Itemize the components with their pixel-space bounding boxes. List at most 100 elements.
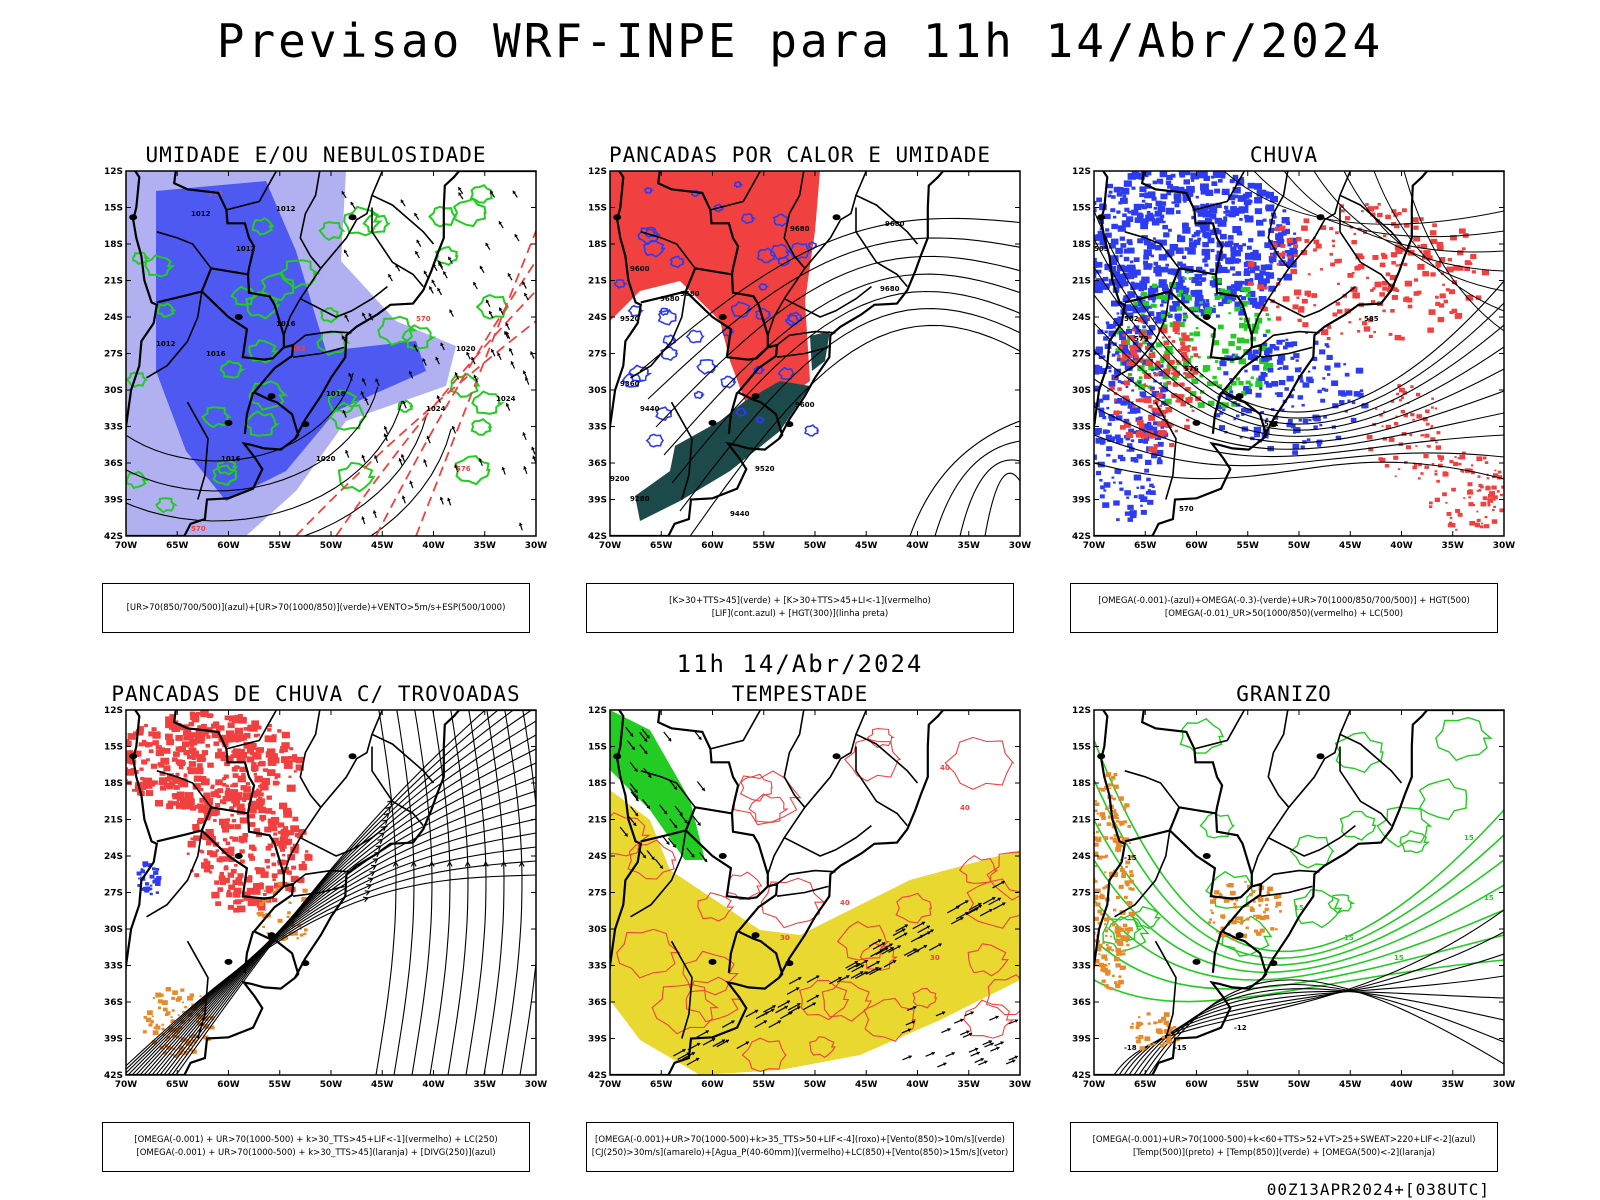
- field-cell: [1231, 200, 1235, 204]
- wind-vector-head: [903, 932, 908, 937]
- legend-line: [CJ(250)>30m/s](amarelo)+[Agua_P(40-60mm…: [591, 1148, 1009, 1158]
- field-cell: [1103, 923, 1107, 926]
- field-cell: [1136, 431, 1144, 438]
- field-cell: [1164, 284, 1168, 287]
- field-cell: [153, 1026, 157, 1029]
- field-cell: [1250, 908, 1255, 912]
- field-cell: [1357, 392, 1364, 398]
- lon-label: 70W: [1083, 1080, 1106, 1090]
- field-cell: [287, 854, 295, 861]
- field-cell: [1252, 253, 1261, 261]
- field-cell: [259, 814, 267, 821]
- contour-label: -15: [1174, 1044, 1187, 1052]
- field-cell: [1484, 524, 1490, 529]
- field-cell: [1149, 435, 1154, 439]
- field-cell: [1273, 346, 1280, 351]
- wind-vector-head: [415, 251, 419, 255]
- field-cell: [1192, 205, 1200, 212]
- pw-red-contour: [748, 793, 789, 823]
- field-cell: [1276, 339, 1283, 345]
- lat-label: 15S: [588, 204, 607, 214]
- lif-blue-contour: [644, 186, 654, 194]
- lat-label: 18S: [104, 779, 123, 789]
- field-cell: [208, 834, 215, 839]
- field-cell: [1221, 243, 1226, 247]
- field-cell: [1213, 896, 1217, 900]
- humidity-green-contour: [260, 271, 295, 302]
- field-cell: [1120, 844, 1123, 847]
- field-cell: [1136, 283, 1144, 289]
- field-cell: [176, 772, 180, 776]
- field-cell: [1381, 425, 1384, 427]
- lon-label: 65W: [1134, 1080, 1157, 1090]
- field-cell: [149, 874, 155, 879]
- field-cell: [1218, 894, 1223, 898]
- field-cell: [221, 821, 230, 829]
- field-cell: [215, 779, 223, 786]
- border-line: [1267, 285, 1356, 318]
- field-cell: [1191, 409, 1195, 412]
- field-cell: [248, 875, 253, 879]
- field-cell: [1262, 218, 1267, 222]
- field-cell: [219, 871, 224, 876]
- field-cell: [1094, 802, 1100, 806]
- field-cell: [1201, 269, 1206, 273]
- field-cell: [1097, 945, 1102, 949]
- field-cell: [1115, 351, 1120, 355]
- lat-label: 18S: [1072, 779, 1091, 789]
- field-cell: [1180, 352, 1188, 358]
- field-cell: [1163, 1012, 1170, 1017]
- field-cell: [155, 891, 159, 894]
- field-cell: [1493, 499, 1496, 501]
- field-cell: [1158, 429, 1166, 436]
- field-cell: [1104, 929, 1109, 933]
- footer-run-info: 00Z13APR2024+[038UTC]: [1266, 1180, 1490, 1199]
- field-cell: [176, 797, 181, 802]
- field-cell: [237, 775, 246, 783]
- field-cell: [1193, 353, 1199, 357]
- field-cell: [1233, 194, 1239, 199]
- field-cell: [226, 892, 233, 898]
- field-cell: [1150, 447, 1158, 453]
- field-cell: [1143, 263, 1152, 270]
- field-cell: [1499, 508, 1504, 513]
- field-cell: [1319, 349, 1326, 355]
- field-cell: [1177, 348, 1182, 353]
- field-cell: [1189, 332, 1194, 336]
- field-cell: [1117, 941, 1123, 946]
- field-cell: [1094, 454, 1097, 460]
- field-cell: [1136, 486, 1140, 489]
- field-cell: [1148, 1044, 1152, 1047]
- field-cell: [224, 715, 231, 721]
- field-cell: [1397, 384, 1401, 387]
- field-cell: [1156, 217, 1164, 224]
- lake-mark: [832, 753, 841, 760]
- field-cell: [282, 826, 289, 831]
- field-cell: [1234, 898, 1239, 902]
- humidity-green-contour: [316, 330, 351, 357]
- border-line: [855, 733, 919, 784]
- field-cell: [1170, 351, 1174, 355]
- field-cell: [1265, 382, 1273, 388]
- field-cell: [157, 999, 163, 1004]
- map-background: [1094, 710, 1504, 1075]
- field-cell: [211, 891, 220, 899]
- field-cell: [1181, 171, 1191, 176]
- field-cell: [1480, 501, 1487, 507]
- wind-vector-head: [350, 201, 355, 206]
- field-cell: [1231, 381, 1237, 386]
- field-cell: [1269, 260, 1274, 264]
- field-cell: [1104, 934, 1108, 937]
- field-cell: [1094, 364, 1100, 371]
- field-cell: [1195, 289, 1203, 296]
- field-cell: [176, 1054, 179, 1057]
- field-cell: [277, 859, 286, 866]
- border-line: [776, 346, 829, 358]
- field-cell: [1230, 284, 1237, 289]
- field-cell: [1185, 397, 1193, 403]
- field-cell: [1471, 471, 1475, 475]
- hgt500-contour: [1343, 171, 1504, 292]
- field-cell: [1160, 314, 1167, 319]
- streamline-arrow: [383, 812, 390, 819]
- field-cell: [228, 884, 235, 890]
